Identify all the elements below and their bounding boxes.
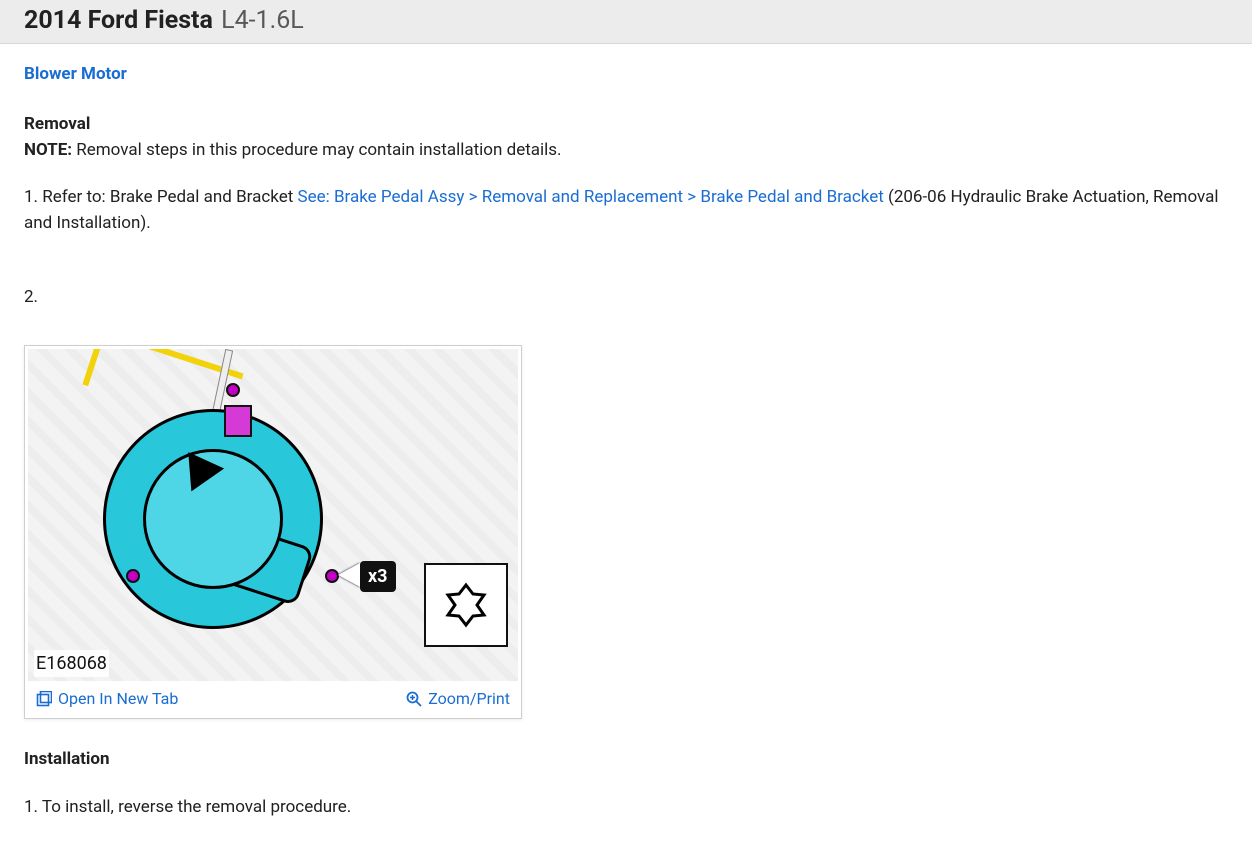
open-new-tab-label: Open In New Tab <box>58 687 178 711</box>
fastener-dot <box>126 569 140 583</box>
note-label: NOTE: <box>24 140 72 160</box>
fastener-dot <box>226 383 240 397</box>
note-text: Removal steps in this procedure may cont… <box>72 140 561 160</box>
vehicle-engine: L4-1.6L <box>221 6 304 35</box>
figure-id: E168068 <box>34 650 109 677</box>
installation-heading: Installation <box>24 747 1228 773</box>
step-2-label: 2. <box>24 287 38 307</box>
step-1-prefix: 1. Refer to: Brake Pedal and Bracket <box>24 187 298 207</box>
figure-container: x3 E168068 Open In New Tab <box>24 345 522 719</box>
magnifier-icon <box>406 691 422 707</box>
figure-toolbar: Open In New Tab Zoom/Print <box>28 681 518 715</box>
step-1: 1. Refer to: Brake Pedal and Bracket See… <box>24 185 1228 237</box>
zoom-print-label: Zoom/Print <box>428 687 510 711</box>
new-tab-icon <box>36 691 52 707</box>
page-header: 2014 Ford Fiesta L4-1.6L <box>0 0 1252 44</box>
vehicle-model: 2014 Ford Fiesta <box>24 6 213 35</box>
electrical-connector <box>224 405 252 437</box>
article-body: Blower Motor Removal NOTE: Removal steps… <box>0 44 1252 839</box>
torx-bit-callout <box>424 563 508 647</box>
figure-frame: x3 E168068 Open In New Tab <box>24 345 522 719</box>
removal-heading: Removal <box>24 112 1228 138</box>
torx-icon <box>442 581 490 629</box>
install-step-1: 1. To install, reverse the removal proce… <box>24 795 1228 821</box>
article-title[interactable]: Blower Motor <box>24 62 1228 88</box>
note-line: NOTE: Removal steps in this procedure ma… <box>24 138 1228 164</box>
figure-image[interactable]: x3 E168068 <box>28 349 518 681</box>
fastener-count-badge: x3 <box>360 561 396 592</box>
open-new-tab-link[interactable]: Open In New Tab <box>36 687 178 711</box>
fastener-dot <box>325 569 339 583</box>
fastener-arrow-icon <box>338 563 360 587</box>
install-step-1-text: 1. To install, reverse the removal proce… <box>24 797 351 817</box>
brake-pedal-link[interactable]: See: Brake Pedal Assy > Removal and Repl… <box>298 187 884 207</box>
step-2: 2. <box>24 285 1228 311</box>
zoom-print-link[interactable]: Zoom/Print <box>406 687 510 711</box>
